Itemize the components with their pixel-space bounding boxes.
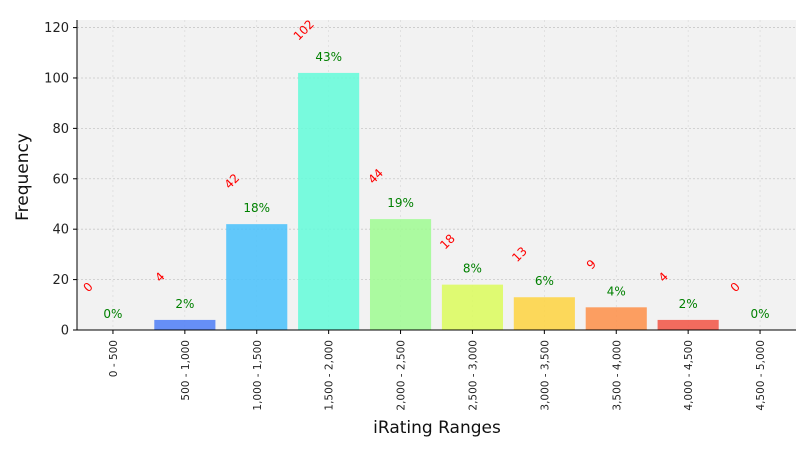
y-tick-label: 120 [44, 21, 69, 36]
percent-label: 2% [679, 297, 698, 311]
bar [585, 307, 647, 330]
y-tick-label: 40 [52, 223, 69, 238]
x-tick-label: 500 - 1,000 [180, 340, 192, 401]
percent-label: 6% [535, 274, 554, 288]
bar [441, 284, 504, 330]
percent-label: 0% [103, 307, 122, 321]
y-tick-label: 60 [52, 172, 69, 187]
bar [369, 219, 432, 330]
percent-label: 18% [243, 201, 270, 215]
percent-label: 0% [751, 307, 770, 321]
x-tick-label: 1,500 - 2,000 [324, 340, 336, 411]
percent-label: 8% [463, 262, 482, 276]
x-tick-label: 0 - 500 [108, 340, 120, 377]
y-ticks: 0 20 40 60 80 100 120 [44, 21, 77, 339]
bar [298, 72, 360, 331]
x-tick-label: 3,500 - 4,000 [611, 340, 623, 411]
bar [154, 319, 216, 330]
bars [154, 72, 719, 331]
x-ticks: 0 - 500 500 - 1,000 1,000 - 1,500 1,500 - 2… [108, 330, 767, 411]
plot-background [77, 20, 796, 330]
x-tick-label: 2,000 - 2,500 [396, 340, 408, 411]
y-tick-label: 100 [44, 71, 69, 86]
y-tick-label: 20 [52, 273, 69, 288]
bar [513, 297, 575, 330]
y-tick-label: 0 [61, 324, 69, 339]
x-tick-label: 4,000 - 4,500 [683, 340, 695, 411]
axes [76, 20, 796, 331]
bar [226, 224, 288, 330]
percent-label: 43% [315, 50, 342, 64]
percent-label: 4% [607, 284, 626, 298]
bar [657, 319, 719, 330]
x-tick-label: 4,500 - 5,000 [755, 340, 767, 411]
x-tick-label: 2,500 - 3,000 [467, 340, 479, 411]
percent-label: 2% [175, 297, 194, 311]
x-axis-title: iRating Ranges [373, 418, 501, 438]
x-tick-label: 1,000 - 1,500 [252, 340, 264, 411]
y-axis-title: Frequency [13, 133, 33, 221]
y-tick-label: 80 [52, 122, 69, 137]
percent-label: 19% [387, 196, 414, 210]
x-tick-label: 3,000 - 3,500 [539, 340, 551, 411]
